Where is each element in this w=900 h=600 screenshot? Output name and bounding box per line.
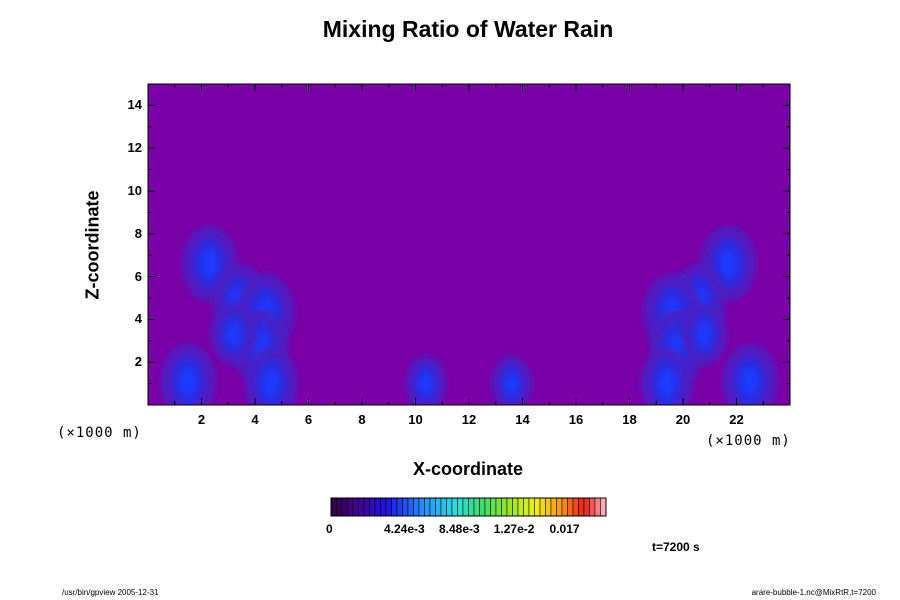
colorbar-cell: [512, 497, 519, 517]
rain-core: [491, 355, 533, 405]
y-tick-label: 12: [127, 140, 142, 156]
colorbar-cell: [561, 497, 568, 517]
x-tick-label: 18: [622, 412, 637, 427]
colorbar-cell: [429, 497, 436, 517]
colorbar-cell: [407, 497, 414, 517]
colorbar-cell: [435, 497, 442, 517]
colorbar-cell: [451, 497, 458, 517]
rain-core: [160, 343, 216, 405]
x-tick-label: 14: [515, 412, 530, 427]
x-tick-label: 4: [251, 412, 259, 427]
colorbar-cell: [369, 497, 376, 517]
x-tick-label: 8: [358, 412, 366, 427]
colorbar-cell: [550, 497, 557, 517]
rain-core: [681, 303, 728, 366]
x-unit-left: (×1000 m): [57, 425, 142, 441]
y-tick-label: 6: [134, 268, 142, 284]
colorbar-cell: [418, 497, 425, 517]
colorbar-cell: [468, 497, 475, 517]
rain-core: [405, 355, 447, 405]
colorbar-cell: [424, 497, 431, 517]
colorbar-cell: [578, 497, 585, 517]
colorbar-cell: [330, 497, 337, 517]
time-label: t=7200 s: [652, 540, 700, 554]
rain-field: [160, 225, 778, 405]
colorbar: [330, 497, 607, 517]
x-tick-label: 10: [408, 412, 423, 427]
colorbar-cell: [528, 497, 535, 517]
colorbar-tick-label: 8.48e-3: [439, 522, 480, 536]
colorbar-cell: [556, 497, 563, 517]
colorbar-cell: [594, 497, 601, 517]
colorbar-cell: [374, 497, 381, 517]
colorbar-tick-label: 0: [326, 522, 333, 536]
footer-right: arare-bubble-1.nc@MixRtR,t=7200: [751, 588, 876, 597]
colorbar-cell: [391, 497, 398, 517]
colorbar-cell: [457, 497, 464, 517]
x-tick-label: 16: [568, 412, 584, 427]
y-tick-label: 10: [127, 183, 142, 198]
colorbar-cell: [446, 497, 453, 517]
colorbar-cell: [484, 497, 491, 517]
colorbar-cell: [583, 497, 590, 517]
colorbar-cell: [380, 497, 387, 517]
x-unit-right: (×1000 m): [706, 433, 791, 449]
x-tick-label: 12: [461, 412, 477, 427]
colorbar-cell: [501, 497, 508, 517]
colorbar-cell: [413, 497, 420, 517]
colorbar-cell: [402, 497, 409, 517]
colorbar-tick-label: 1.27e-2: [493, 522, 535, 536]
colorbar-cell: [567, 497, 574, 517]
colorbar-frame: [330, 497, 607, 517]
x-tick-label: 22: [729, 412, 744, 427]
colorbar-cell: [589, 497, 596, 517]
colorbar-cell: [462, 497, 469, 517]
colorbar-tick-label: 4.24e-3: [384, 522, 425, 536]
y-tick-label: 2: [134, 354, 142, 370]
colorbar-cell: [358, 497, 365, 517]
x-tick-label: 2: [197, 412, 206, 427]
colorbar-cell: [534, 497, 541, 517]
x-axis-label: X-coordinate: [412, 459, 523, 479]
colorbar-cell: [600, 497, 607, 517]
rain-core: [722, 343, 778, 405]
colorbar-cell: [396, 497, 403, 517]
colorbar-tick-label: 0.017: [549, 522, 580, 536]
x-tick-label: 6: [304, 412, 313, 427]
y-tick-label: 14: [127, 97, 142, 113]
colorbar-cell: [336, 497, 343, 517]
colorbar-cell: [490, 497, 497, 517]
colorbar-cell: [347, 497, 354, 517]
colorbar-cell: [517, 497, 524, 517]
colorbar-cell: [523, 497, 530, 517]
colorbar-cell: [363, 497, 370, 517]
colorbar-cell: [473, 497, 480, 517]
footer-left: /usr/bin/gpview 2005-12-31: [62, 588, 159, 597]
colorbar-cell: [539, 497, 546, 517]
colorbar-cell: [479, 497, 486, 517]
x-tick-label: 20: [675, 412, 691, 427]
axis-ticks: [148, 83, 790, 405]
colorbar-cell: [572, 497, 579, 517]
colorbar-cell: [506, 497, 513, 517]
rain-core: [244, 347, 298, 405]
rain-core: [640, 347, 694, 405]
colorbar-cell: [341, 497, 348, 517]
colorbar-cell: [545, 497, 552, 517]
rain-core: [210, 303, 257, 366]
colorbar-cell: [440, 497, 447, 517]
y-tick-label: 8: [134, 225, 142, 241]
chart-title: Mixing Ratio of Water Rain: [322, 16, 614, 42]
colorbar-cell: [385, 497, 392, 517]
y-tick-label: 4: [134, 311, 142, 327]
y-axis-label: Z-coordinate: [82, 190, 103, 300]
colorbar-cell: [495, 497, 502, 517]
colorbar-cell: [352, 497, 359, 517]
plot-frame: [147, 83, 791, 406]
